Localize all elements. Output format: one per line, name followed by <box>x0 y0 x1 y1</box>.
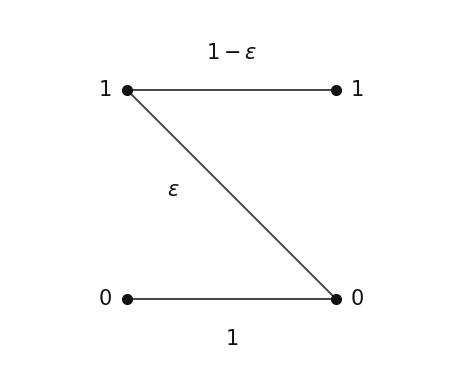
Text: $1 - \epsilon$: $1 - \epsilon$ <box>206 42 257 63</box>
Text: 0: 0 <box>351 289 364 309</box>
Text: 0: 0 <box>99 289 112 309</box>
Text: $\epsilon$: $\epsilon$ <box>167 180 179 200</box>
Text: 1: 1 <box>351 80 364 100</box>
Text: $1$: $1$ <box>225 329 238 349</box>
Text: 1: 1 <box>99 80 112 100</box>
